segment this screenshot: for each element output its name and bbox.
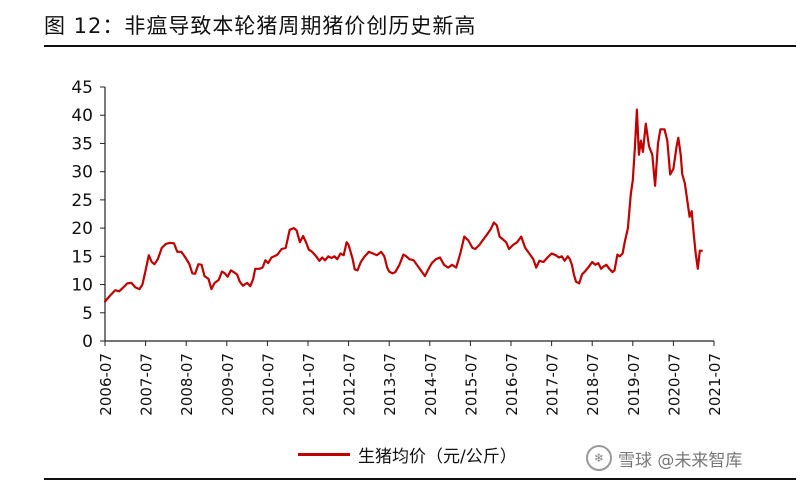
x-tick-label: 2007-07 bbox=[138, 353, 156, 416]
x-tick-label: 2011-07 bbox=[300, 353, 318, 416]
title-divider bbox=[44, 45, 796, 47]
x-tick-label: 2014-07 bbox=[422, 353, 440, 416]
y-tick-label: 45 bbox=[71, 78, 93, 98]
x-tick-label: 2012-07 bbox=[341, 353, 359, 416]
x-tick-label: 2009-07 bbox=[219, 353, 237, 416]
y-axis: 0 5 10 15 20 25 30 35 40 45 bbox=[71, 78, 106, 352]
series-line bbox=[103, 108, 703, 303]
y-tick-label: 40 bbox=[71, 106, 93, 126]
x-tick-label: 2010-07 bbox=[259, 353, 277, 416]
y-tick-label: 0 bbox=[82, 332, 93, 352]
y-tick-label: 5 bbox=[82, 304, 93, 324]
legend-label: 生猪均价（元/公斤） bbox=[358, 447, 517, 467]
x-tick-label: 2020-07 bbox=[665, 353, 683, 416]
series-layer bbox=[103, 108, 703, 303]
x-tick-label: 2021-07 bbox=[706, 353, 724, 416]
bottom-divider bbox=[44, 478, 796, 480]
y-tick-label: 25 bbox=[71, 191, 93, 211]
watermark-text: 雪球 @未来智库 bbox=[618, 450, 743, 471]
x-tick-label: 2016-07 bbox=[503, 353, 521, 416]
y-tick-label: 30 bbox=[71, 163, 93, 183]
x-tick-label: 2017-07 bbox=[544, 353, 562, 416]
legend: 生猪均价（元/公斤） bbox=[298, 442, 517, 467]
y-tick-label: 10 bbox=[71, 276, 93, 296]
x-tick-label: 2018-07 bbox=[584, 353, 602, 416]
y-tick-label: 15 bbox=[71, 247, 93, 267]
y-tick-label: 35 bbox=[71, 134, 93, 154]
x-axis: 2006-07 2007-07 2008-07 2009-07 2010-07 2011-… bbox=[97, 340, 724, 416]
x-tick-label: 2019-07 bbox=[625, 353, 643, 416]
x-tick-label: 2013-07 bbox=[381, 353, 399, 416]
watermark: ❄ 雪球 @未来智库 bbox=[586, 445, 742, 471]
legend-swatch bbox=[298, 453, 350, 456]
snowball-logo-icon: ❄ bbox=[586, 445, 612, 471]
figure-title: 图 12：非瘟导致本轮猪周期猪价创历史新高 bbox=[44, 14, 477, 38]
x-tick-label: 2008-07 bbox=[178, 353, 196, 416]
x-tick-label: 2006-07 bbox=[97, 353, 115, 416]
y-tick-label: 20 bbox=[71, 219, 93, 239]
x-tick-label: 2015-07 bbox=[462, 353, 480, 416]
line-chart: 0 5 10 15 20 25 30 35 40 45 2006-07 2007-07 2008-07… bbox=[71, 78, 724, 416]
